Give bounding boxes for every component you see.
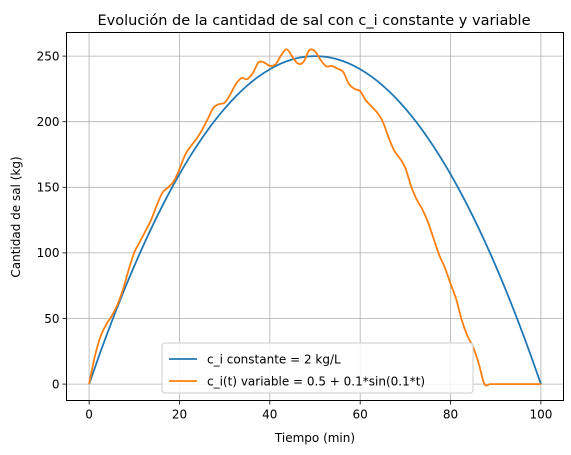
y-tick-label: 100 [37,246,60,260]
x-tick-label: 60 [353,408,368,422]
plot-background [66,32,564,401]
y-axis-label: Cantidad de sal (kg) [9,156,23,277]
x-tick-label: 20 [172,408,187,422]
y-tick-label: 200 [37,115,60,129]
x-axis: 0 20 40 60 80 100 [85,400,552,422]
x-tick-label: 100 [529,408,552,422]
x-tick-label: 40 [262,408,277,422]
series-line-1 [88,48,541,387]
y-tick-label: 250 [37,49,60,63]
legend: c_i constante = 2 kg/L c_i(t) variable =… [161,342,474,394]
y-axis: 0 50 100 150 200 250 [37,49,67,391]
plot-frame [66,32,564,401]
y-tick-label: 0 [52,377,60,391]
chart-title: Evolución de la cantidad de sal con c_i … [98,13,531,29]
x-axis-label: Tiempo (min) [274,431,355,445]
x-tick-label: 80 [443,408,458,422]
legend-box [161,342,474,394]
x-tick-label: 0 [85,408,93,422]
legend-label-variable: c_i(t) variable = 0.5 + 0.1*sin(0.1*t) [207,375,425,389]
y-tick-label: 150 [37,181,60,195]
legend-label-constant: c_i constante = 2 kg/L [207,353,341,367]
y-tick-label: 50 [44,312,59,326]
series-layer [88,48,542,387]
series-line-0 [88,55,542,385]
